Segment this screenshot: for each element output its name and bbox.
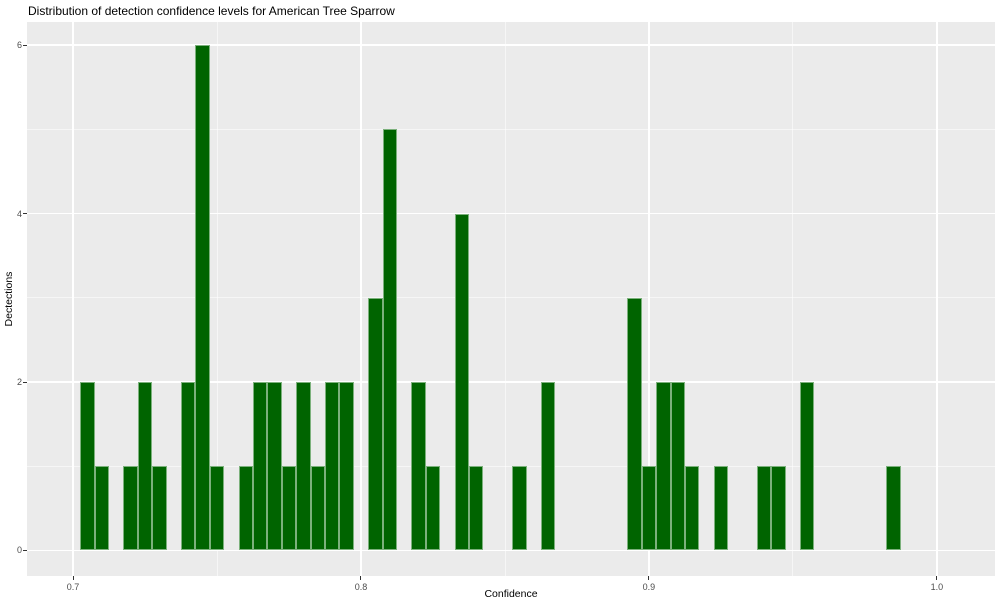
chart-title: Distribution of detection confidence lev… [28,4,395,18]
histogram-bar [886,466,901,551]
y-tick-mark [23,213,27,215]
y-gridline-major [27,212,995,215]
x-gridline-minor [792,22,794,576]
x-gridline-major [648,22,650,576]
x-gridline-major [72,22,74,576]
y-gridline-minor [27,297,995,299]
histogram-bar [94,466,110,551]
histogram-bar [382,129,397,551]
x-gridline-minor [216,22,218,576]
histogram-bar [800,382,815,551]
histogram-bar [325,382,340,551]
y-gridline-major [27,381,995,383]
y-tick-mark [23,44,27,46]
x-tick-mark [648,576,650,580]
x-tick-label: 0.7 [66,582,80,592]
histogram-bar [713,466,729,551]
x-tick-label: 1.0 [930,582,944,592]
histogram-bar [627,297,642,551]
y-tick-label: 0 [16,545,22,556]
x-tick-mark [72,576,74,580]
x-tick-label: 0.9 [642,582,656,592]
histogram-bar [684,466,700,551]
histogram-bar [253,382,268,551]
y-axis-title: Dectections [3,271,15,327]
histogram-bar [656,382,671,551]
histogram-bar [425,466,441,551]
histogram-bar [368,297,383,551]
y-tick-label: 2 [16,377,22,388]
histogram-bar [152,466,167,551]
x-gridline-major [360,22,362,576]
histogram-bar [454,213,469,551]
histogram-bar [670,382,685,551]
x-tick-mark [936,576,938,580]
y-gridline-minor [27,465,995,467]
x-axis-title: Confidence [484,588,538,600]
histogram-bar [540,382,556,551]
histogram-bar [137,382,153,551]
plot-panel [27,22,995,576]
histogram-bar [339,382,354,551]
histogram-bar [123,466,138,551]
histogram-bar [281,466,297,551]
x-tick-label: 0.8 [354,582,368,592]
histogram-bar [468,466,484,551]
y-tick-label: 4 [16,208,22,219]
x-gridline-minor [504,22,506,576]
y-gridline-minor [27,129,995,130]
y-tick-mark [23,381,27,383]
histogram-bar [80,382,95,551]
y-gridline-major [27,549,995,552]
histogram-bar [411,382,426,551]
histogram-bar [771,466,786,551]
histogram-bar [209,466,225,551]
histogram-bar [181,382,196,551]
histogram-bar [512,466,527,551]
y-tick-label: 6 [16,40,22,51]
x-tick-mark [360,576,362,580]
y-tick-mark [23,549,27,551]
histogram-bar [641,466,657,551]
y-gridline-major [27,44,995,47]
x-gridline-major [936,22,938,576]
histogram-bar [756,466,772,551]
histogram-bar [238,466,253,551]
histogram-bar [267,382,282,551]
histogram-bar [195,45,210,551]
histogram-bar [296,382,311,551]
histogram-bar [310,466,325,551]
